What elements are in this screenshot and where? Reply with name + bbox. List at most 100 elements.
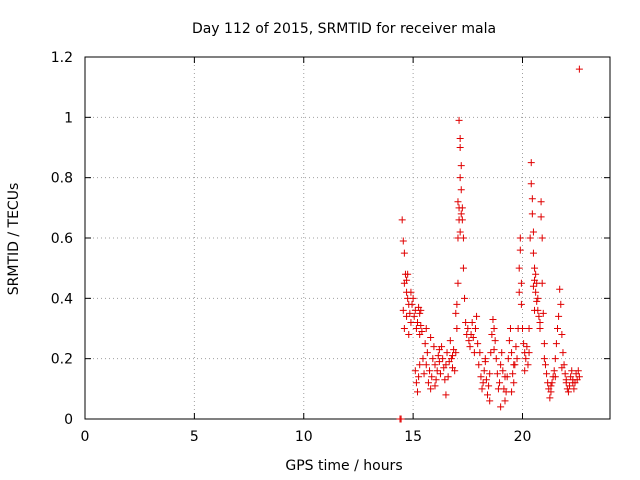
data-point <box>397 415 405 423</box>
data-point <box>574 367 582 375</box>
x-tick-labels: 0 5 10 15 20 <box>81 429 532 445</box>
data-point <box>523 343 531 351</box>
data-point <box>515 288 523 296</box>
data-point <box>516 234 524 242</box>
data-point <box>537 198 545 206</box>
data-point <box>532 270 540 278</box>
data-point <box>431 361 439 369</box>
data-point <box>519 325 526 332</box>
data-point <box>522 355 530 363</box>
data-point <box>453 325 461 332</box>
data-point <box>540 340 548 348</box>
data-point <box>559 349 567 357</box>
data-point <box>508 349 516 357</box>
data-point <box>408 300 416 308</box>
data-point <box>446 337 454 345</box>
data-point <box>400 249 408 257</box>
x-tick-label: 10 <box>295 429 313 445</box>
data-point <box>458 204 466 212</box>
data-point <box>414 388 421 396</box>
data-point <box>431 382 439 390</box>
data-point <box>423 349 431 357</box>
data-point <box>459 234 467 242</box>
data-point <box>409 294 417 302</box>
data-point <box>422 325 430 332</box>
data-point <box>557 300 565 308</box>
data-point <box>452 349 460 357</box>
data-point <box>403 312 411 320</box>
x-tick-label: 5 <box>190 429 199 445</box>
data-point <box>407 318 415 326</box>
data-point <box>515 264 523 272</box>
data-point <box>469 334 477 342</box>
data-point <box>528 195 536 203</box>
data-point <box>491 337 499 345</box>
data-point <box>442 361 450 369</box>
data-point <box>410 312 418 320</box>
data-point <box>554 325 561 332</box>
data-point <box>512 343 520 351</box>
data-point <box>424 379 432 387</box>
data-point <box>564 388 572 396</box>
data-point <box>486 397 494 405</box>
data-point <box>517 300 525 308</box>
y-tick-label: 1 <box>64 110 73 126</box>
data-point <box>417 306 425 314</box>
data-point <box>456 144 464 151</box>
data-point <box>473 312 481 320</box>
data-point <box>474 340 482 348</box>
data-point <box>439 355 447 363</box>
data-point <box>539 309 547 317</box>
data-point <box>433 367 441 375</box>
data-point <box>451 367 459 375</box>
data-point <box>501 397 509 405</box>
data-point <box>558 331 566 339</box>
data-point <box>444 373 452 381</box>
data-point <box>475 361 483 369</box>
data-point <box>456 228 464 236</box>
data-point <box>432 376 440 384</box>
y-tick-label: 0.6 <box>51 231 73 247</box>
data-point <box>497 361 505 369</box>
data-point <box>547 388 555 396</box>
data-point <box>555 312 563 320</box>
data-point <box>454 198 462 206</box>
data-point <box>480 367 488 375</box>
data-point <box>527 159 535 167</box>
data-point <box>556 285 564 293</box>
data-point <box>537 213 545 221</box>
data-point <box>510 379 518 387</box>
y-tick-labels: 0 0.2 0.4 0.6 0.8 1 1.2 <box>51 50 73 428</box>
data-point <box>430 343 438 351</box>
data-point <box>462 318 470 326</box>
data-point <box>427 385 435 393</box>
y-tick-label: 0.2 <box>51 352 73 368</box>
y-tick-label: 0.8 <box>51 171 73 187</box>
data-point <box>404 270 412 278</box>
chart-title: Day 112 of 2015, SRMTID for receiver mal… <box>192 21 496 37</box>
y-tick-label: 0.4 <box>51 291 73 307</box>
x-tick-label: 15 <box>404 429 422 445</box>
axis-ticks <box>84 56 610 420</box>
data-point <box>513 355 521 363</box>
y-tick-label: 0 <box>64 412 73 428</box>
data-point <box>406 309 414 317</box>
data-point <box>456 134 464 142</box>
data-point <box>493 370 501 378</box>
data-point <box>403 276 411 284</box>
data-point <box>575 65 583 73</box>
data-point <box>418 328 426 336</box>
data-point <box>400 325 408 332</box>
data-point <box>405 331 413 339</box>
x-axis-label: GPS time / hours <box>285 458 402 474</box>
data-point <box>436 370 444 378</box>
data-point <box>531 264 539 272</box>
data-point <box>441 376 449 384</box>
data-point <box>552 340 560 348</box>
data-point <box>426 367 434 375</box>
data-point <box>422 361 430 369</box>
data-point <box>525 325 533 332</box>
data-point <box>477 373 485 381</box>
data-point <box>428 373 436 381</box>
